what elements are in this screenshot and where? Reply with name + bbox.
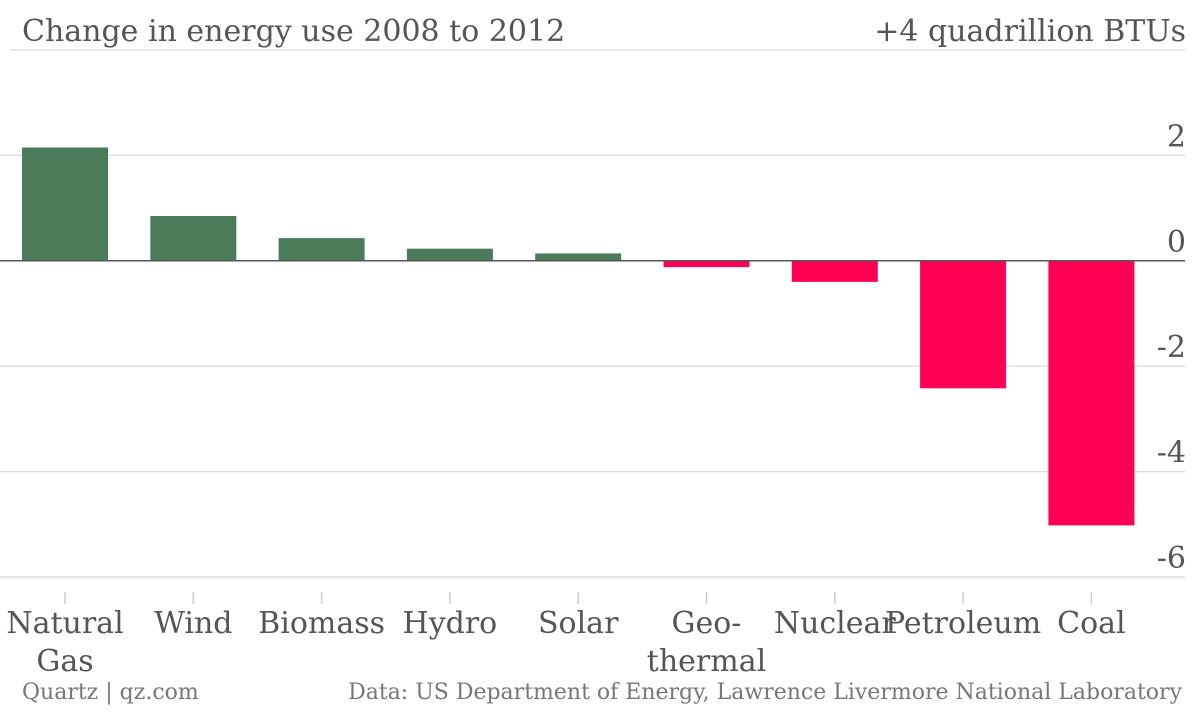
x-tick-label: thermal bbox=[647, 644, 766, 679]
bar-coal bbox=[1048, 260, 1135, 526]
x-tick-label: Natural bbox=[6, 606, 123, 641]
bar-naturalgas bbox=[22, 147, 108, 261]
chart-title: Change in energy use 2008 to 2012 bbox=[22, 14, 566, 49]
bar-nuclear bbox=[791, 260, 878, 282]
footer-credit: Quartz | qz.com bbox=[22, 680, 199, 705]
bar-geothermal bbox=[663, 260, 750, 268]
y-tick-label: -4 bbox=[1157, 436, 1186, 471]
x-tick-label: Wind bbox=[154, 606, 232, 641]
x-tick-label: Coal bbox=[1057, 606, 1126, 641]
x-tick-label: Hydro bbox=[403, 606, 498, 641]
y-tick-label: 2 bbox=[1167, 119, 1186, 154]
x-tick-label: Biomass bbox=[258, 606, 385, 641]
bar-petroleum bbox=[920, 260, 1007, 389]
bar-wind bbox=[150, 216, 237, 261]
bar-biomass bbox=[278, 238, 365, 261]
top-axis-label: +4 quadrillion BTUs bbox=[874, 14, 1186, 49]
y-tick-label: -2 bbox=[1157, 330, 1186, 365]
grid-lines bbox=[0, 49, 1185, 578]
x-tick-label: Gas bbox=[36, 644, 93, 679]
x-tick-label: Geo- bbox=[672, 606, 742, 641]
y-tick-label: -6 bbox=[1157, 541, 1186, 576]
bars bbox=[22, 147, 1135, 526]
y-axis-ticks: 2 0 -2 -4 -6 bbox=[1157, 119, 1186, 576]
x-tick-label: Solar bbox=[538, 606, 619, 641]
x-tick-label: Nuclear bbox=[774, 606, 897, 641]
footer-source: Data: US Department of Energy, Lawrence … bbox=[348, 680, 1182, 705]
x-tick-label: Petroleum bbox=[885, 606, 1041, 641]
bar-solar bbox=[535, 253, 622, 261]
bar-hydro bbox=[406, 248, 493, 261]
y-tick-label: 0 bbox=[1167, 225, 1186, 260]
